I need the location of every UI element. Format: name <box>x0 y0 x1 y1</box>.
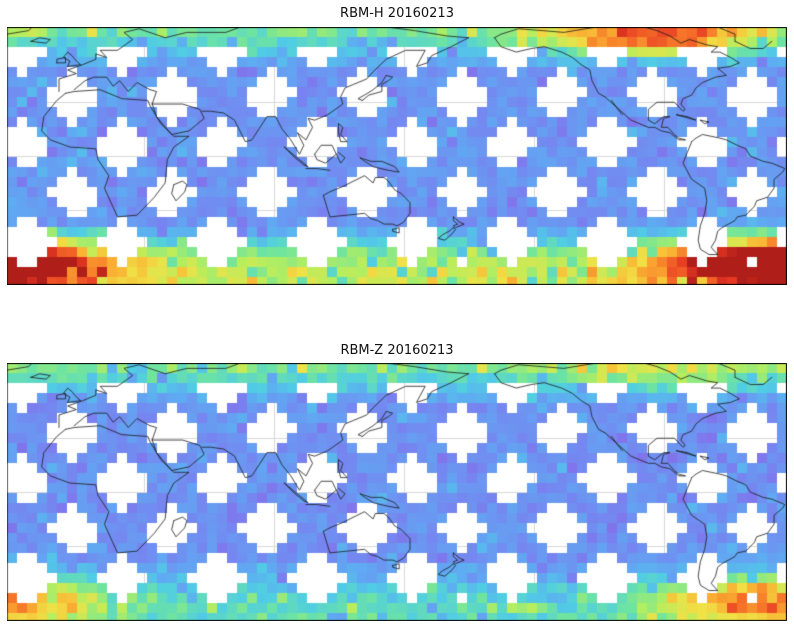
panel-title-rbm-z: RBM-Z 20160213 <box>340 343 454 358</box>
panel-title-rbm-h: RBM-H 20160213 <box>340 6 454 21</box>
map-rbm-z <box>7 363 787 621</box>
map-rbm-h <box>7 27 787 285</box>
